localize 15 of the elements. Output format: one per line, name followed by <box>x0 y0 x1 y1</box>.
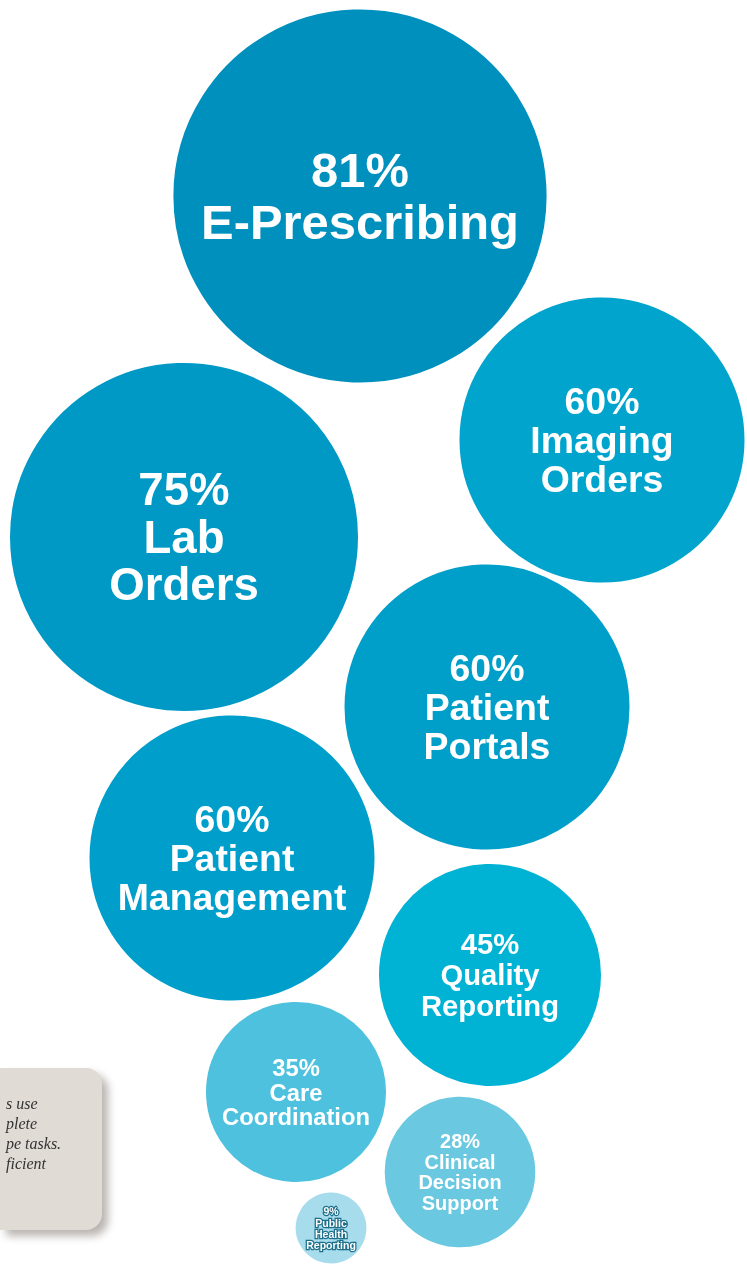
category-label: Public Health Reporting <box>306 1216 356 1251</box>
data-label: 35% <box>272 1053 320 1081</box>
category-label: Care Coordination <box>222 1078 370 1131</box>
data-label: 45% <box>460 928 520 961</box>
callout-box: s use plete pe tasks. ficient <box>0 1068 102 1230</box>
category-label: Imaging Orders <box>530 419 674 501</box>
category-label: Clinical Decision Support <box>418 1150 502 1215</box>
category-label: Quality Reporting <box>420 959 560 1022</box>
category-label: Patient Portals <box>423 686 551 768</box>
category-label: Patient Management <box>117 837 347 919</box>
data-label: 60% <box>449 646 525 689</box>
data-label: 60% <box>194 797 270 840</box>
data-label: 28% <box>440 1129 481 1152</box>
data-label: 60% <box>564 379 640 422</box>
data-label: 9% <box>323 1205 340 1218</box>
